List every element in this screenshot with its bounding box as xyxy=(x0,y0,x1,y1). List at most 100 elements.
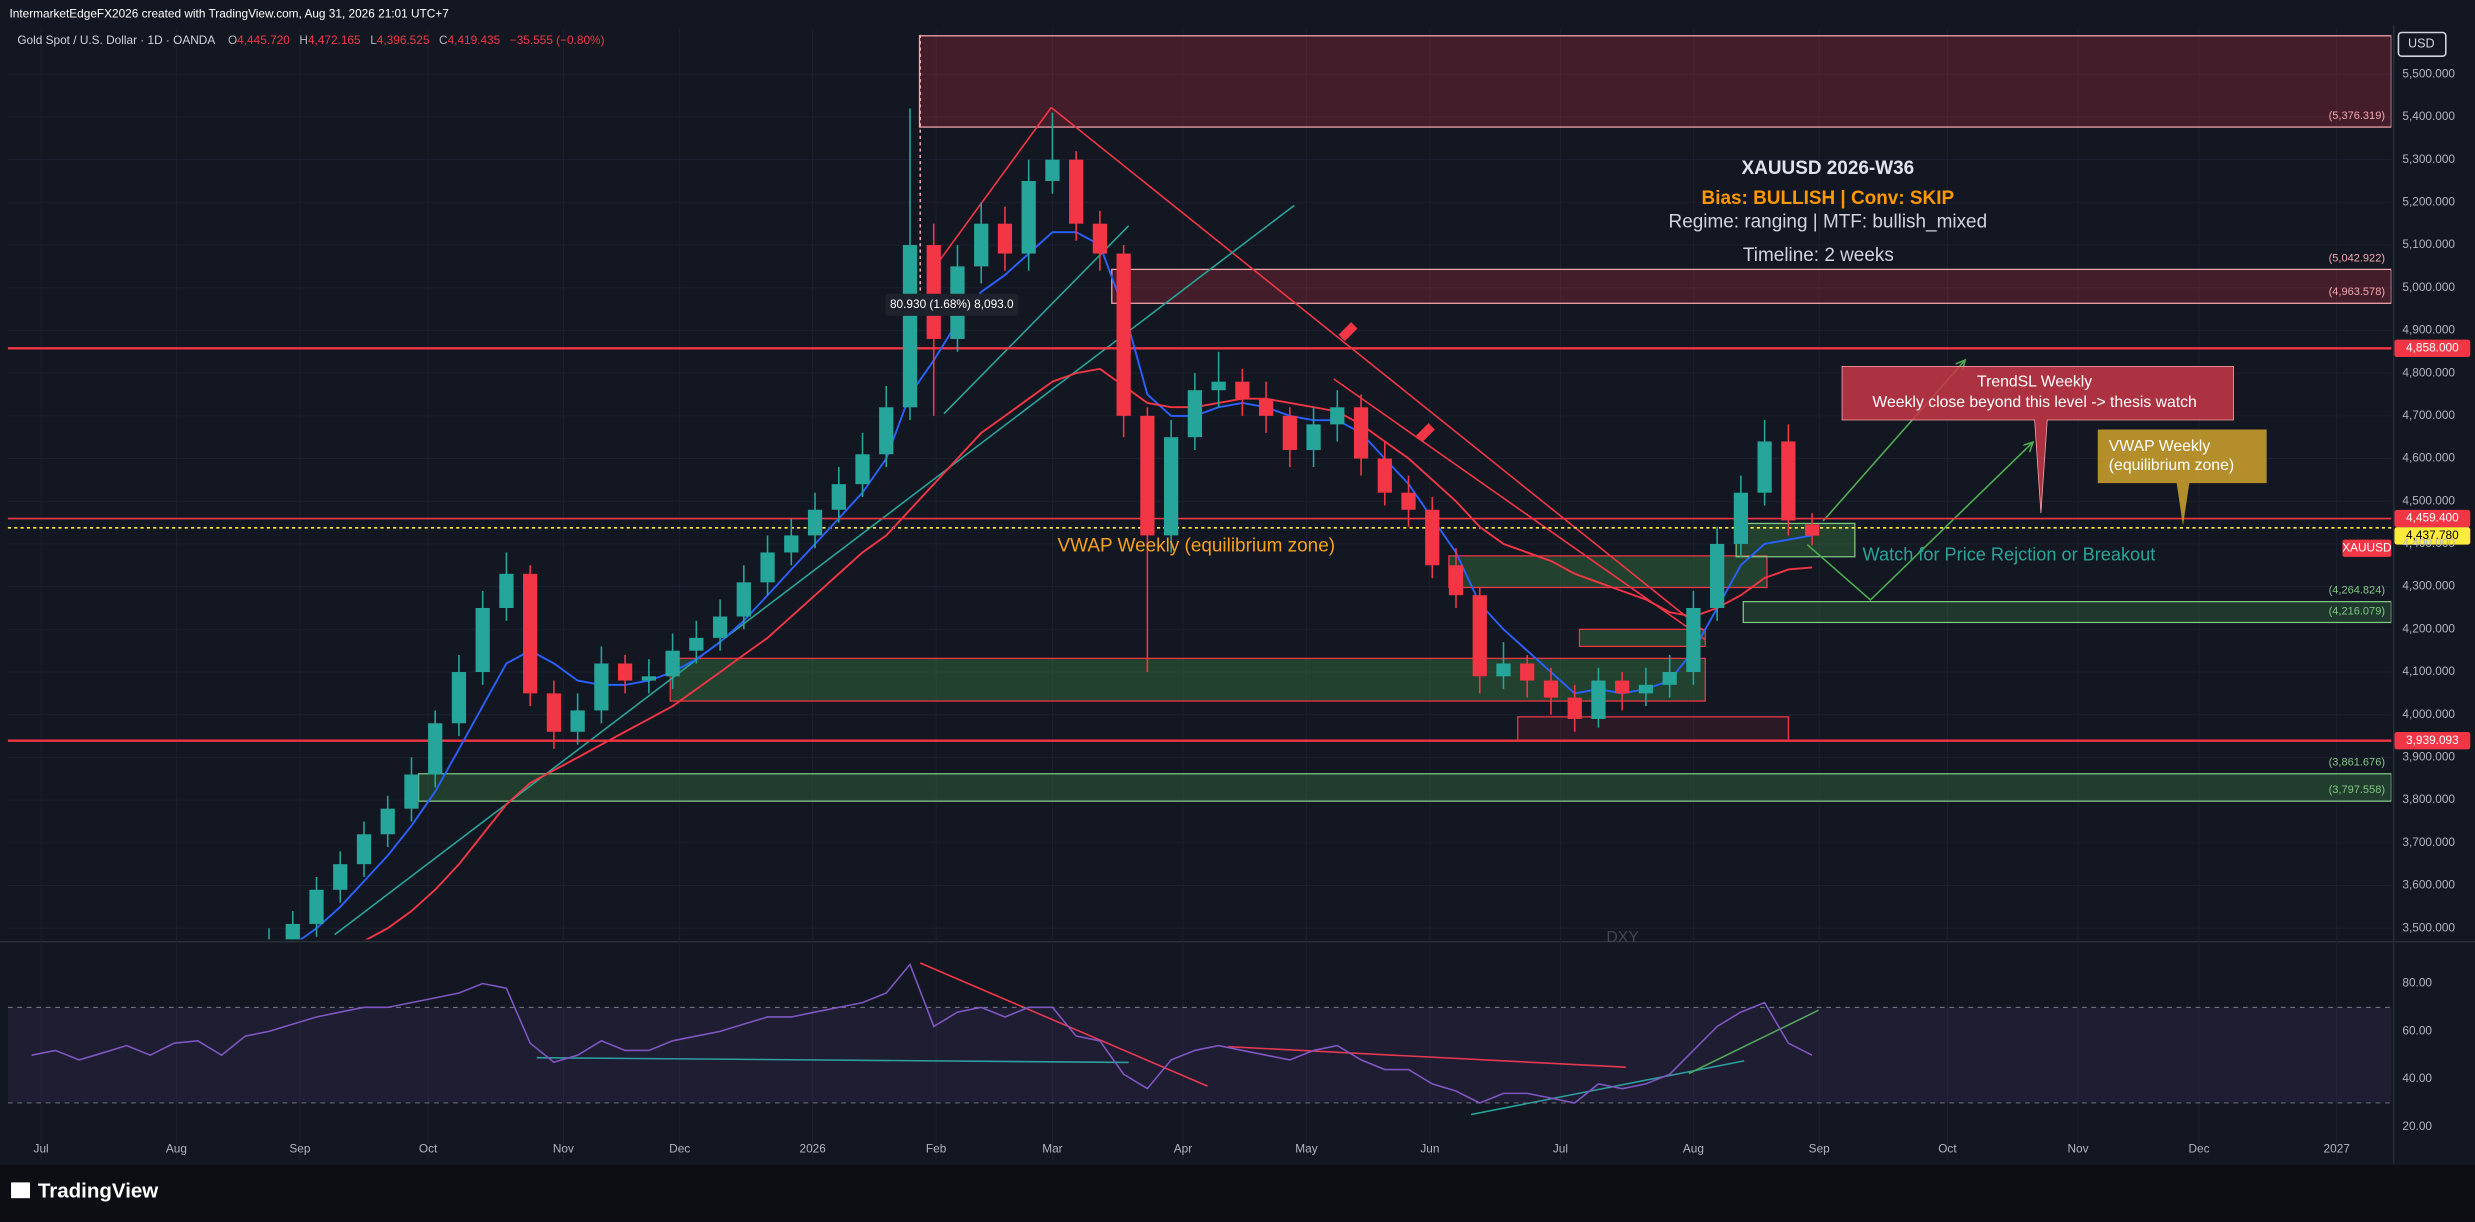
candle-body xyxy=(1662,672,1677,685)
rsi-tick-label: 60.00 xyxy=(2402,1023,2432,1037)
price-tag xyxy=(2394,527,2471,545)
candle-body xyxy=(665,650,680,677)
x-tick-label: Nov xyxy=(553,1141,574,1155)
candle-body xyxy=(1781,441,1796,521)
candle-body xyxy=(1330,407,1345,425)
analysis-bias: Bias: BULLISH | Conv: SKIP xyxy=(1702,188,1955,209)
quote-key: H xyxy=(299,33,308,47)
candle-body xyxy=(1164,437,1179,536)
quote-key: O xyxy=(228,33,237,47)
candle-body xyxy=(309,889,324,924)
watch-label: Watch for Price Rejction or Breakout xyxy=(1863,545,2156,565)
price-tag xyxy=(2342,539,2392,557)
candle-body xyxy=(997,223,1013,254)
x-tick-label: Sep xyxy=(1809,1141,1830,1155)
zone xyxy=(1517,716,1789,741)
candle-body xyxy=(1353,407,1369,459)
candle-body xyxy=(499,573,514,608)
zone-price-label: (3,861.676) xyxy=(2329,757,2385,769)
y-tick-label: 3,600.000 xyxy=(2402,878,2455,892)
x-tick-label: Dec xyxy=(669,1141,690,1155)
price-tags: 4,858.000 4,459.400 4,437.780 3,939.093 XAUU… xyxy=(2342,339,2471,750)
x-tick-label: Mar xyxy=(1042,1141,1062,1155)
x-tick-label: Dec xyxy=(2189,1141,2210,1155)
rsi-trendline xyxy=(1470,1060,1745,1116)
callout-title: TrendSL Weekly xyxy=(1977,373,2092,390)
candle-body xyxy=(1021,180,1036,254)
candle-body xyxy=(831,484,846,510)
candle-body xyxy=(1377,458,1392,493)
logo-icon xyxy=(11,1182,30,1199)
candle-body xyxy=(404,774,419,809)
y-tick-label: 4,900.000 xyxy=(2402,323,2455,337)
quote-key: C xyxy=(439,33,448,47)
flag-icon xyxy=(1338,322,1435,443)
x-tick-label: Aug xyxy=(1683,1141,1704,1155)
candle-body xyxy=(1448,565,1464,596)
candle-body xyxy=(807,509,823,536)
zone-price-label: (4,216.079) xyxy=(2329,605,2385,617)
analysis-timeline: Timeline: 2 weeks xyxy=(1743,245,1894,266)
trendline xyxy=(943,225,1130,415)
x-tick-label: Apr xyxy=(1174,1141,1192,1155)
callout-text: Weekly close beyond this level -> thesis… xyxy=(1872,394,2196,411)
y-tick-label: 4,500.000 xyxy=(2402,493,2455,507)
price-tag xyxy=(2394,509,2471,528)
zone-price-label: (5,042.922) xyxy=(2329,252,2385,264)
price-tag xyxy=(2394,732,2471,750)
candle-body xyxy=(1804,524,1820,536)
candle-body xyxy=(926,245,941,339)
y-tick-label: 4,600.000 xyxy=(2402,451,2455,465)
candle-body xyxy=(760,552,775,583)
candle-body xyxy=(1401,492,1416,510)
logo-text: TradingView xyxy=(38,1179,158,1202)
y-tick-label: 3,700.000 xyxy=(2402,835,2455,849)
zone-price-label: (4,264.824) xyxy=(2329,585,2385,597)
candle-body xyxy=(1187,390,1202,438)
candle-body xyxy=(1306,424,1321,450)
x-tick-label: Feb xyxy=(926,1141,947,1155)
price-tag-label: 4,858.000 xyxy=(2406,340,2459,354)
candle-body xyxy=(1092,223,1108,254)
price-tag xyxy=(2394,339,2471,358)
candle-body xyxy=(1757,441,1772,493)
zone-price-label: (5,376.319) xyxy=(2329,110,2385,122)
y-tick-label: 4,000.000 xyxy=(2402,707,2455,721)
measure-box xyxy=(885,293,1019,316)
zone-price-label: (4,963.578) xyxy=(2329,286,2385,298)
y-tick-label: 5,300.000 xyxy=(2402,152,2455,166)
y-tick-label: 4,700.000 xyxy=(2402,408,2455,422)
trendline xyxy=(334,204,1295,936)
candle-body xyxy=(1733,492,1749,544)
callout-box xyxy=(2097,429,2267,526)
x-tick-label: Jul xyxy=(1553,1141,1568,1155)
grid xyxy=(7,28,2392,1161)
dxy-label: DXY xyxy=(1606,929,1639,946)
analysis-regime: Regime: ranging | MTF: bullish_mixed xyxy=(1669,212,1988,233)
rsi-pane xyxy=(7,962,2392,1116)
currency[interactable]: USD xyxy=(2408,37,2435,51)
vwap-label: VWAP Weekly (equilibrium zone) xyxy=(1058,535,1336,556)
callout-text: (equilibrium zone) xyxy=(2109,457,2234,474)
rsi-tick-label: 40.00 xyxy=(2402,1071,2432,1085)
y-tick-label: 4,200.000 xyxy=(2402,621,2455,635)
projection-arrow xyxy=(1806,442,2033,602)
moving-average xyxy=(299,231,1813,940)
candle-body xyxy=(1567,697,1582,719)
candle-body xyxy=(1543,680,1559,698)
rsi-tick-label: 80.00 xyxy=(2402,976,2432,990)
candle-body xyxy=(1425,509,1440,566)
candle-body xyxy=(736,582,751,617)
y-tick-label: 4,100.000 xyxy=(2402,664,2455,678)
candle-body xyxy=(475,607,490,673)
currency-box[interactable] xyxy=(2397,31,2447,57)
candle-body xyxy=(546,693,562,732)
y-tick-label: 5,100.000 xyxy=(2402,237,2455,251)
moving-average xyxy=(365,367,1813,940)
candle-body xyxy=(1211,381,1226,391)
rsi-trendline xyxy=(919,962,1208,1087)
y-tick-label: 3,500.000 xyxy=(2402,920,2455,934)
rsi-tick-label: 20.00 xyxy=(2402,1119,2432,1133)
drawings xyxy=(334,34,2033,936)
